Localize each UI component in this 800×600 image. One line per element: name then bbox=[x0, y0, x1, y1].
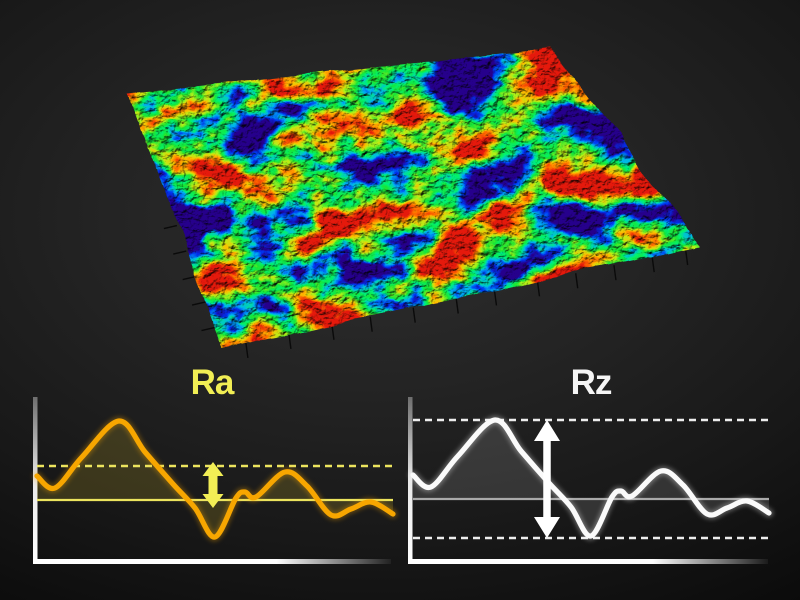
rz-profile-curve bbox=[410, 417, 772, 539]
surface-tick bbox=[163, 224, 178, 230]
ra-profile-curve bbox=[34, 418, 396, 540]
surface-tick bbox=[191, 301, 206, 306]
surface-tick bbox=[412, 307, 416, 323]
ra-x-axis bbox=[33, 559, 391, 564]
surface-tick bbox=[201, 326, 215, 332]
rz-peak-to-valley-indicator-arrow bbox=[534, 420, 560, 538]
surface-tick bbox=[173, 250, 187, 255]
rz-panel-title: Rz bbox=[570, 363, 613, 402]
surface-tick bbox=[245, 342, 249, 359]
ra-profile-chart bbox=[32, 416, 398, 542]
surface-tick bbox=[684, 249, 689, 266]
surface-tick bbox=[493, 290, 498, 306]
surface-tick bbox=[536, 281, 541, 297]
ra-profile-fill bbox=[37, 420, 393, 538]
rz-x-axis bbox=[408, 559, 768, 564]
surface-tick bbox=[182, 275, 196, 281]
surface-plot-3d bbox=[128, 48, 700, 359]
surface-axis-ticks bbox=[163, 224, 689, 359]
surface-tick bbox=[575, 273, 579, 289]
surface-tick bbox=[613, 265, 617, 281]
surface-tick bbox=[331, 324, 335, 340]
rz-profile-fill bbox=[413, 419, 769, 537]
ra-panel-title: Ra bbox=[190, 363, 235, 402]
surface-tick bbox=[369, 316, 373, 332]
surface-heightmap bbox=[128, 48, 700, 348]
rz-y-axis bbox=[408, 397, 413, 564]
surface-tick bbox=[288, 333, 292, 349]
ra-height-indicator-arrow bbox=[202, 462, 224, 508]
rz-profile-chart bbox=[408, 415, 774, 541]
surface-tick bbox=[651, 257, 655, 273]
surface-tick bbox=[455, 298, 459, 314]
